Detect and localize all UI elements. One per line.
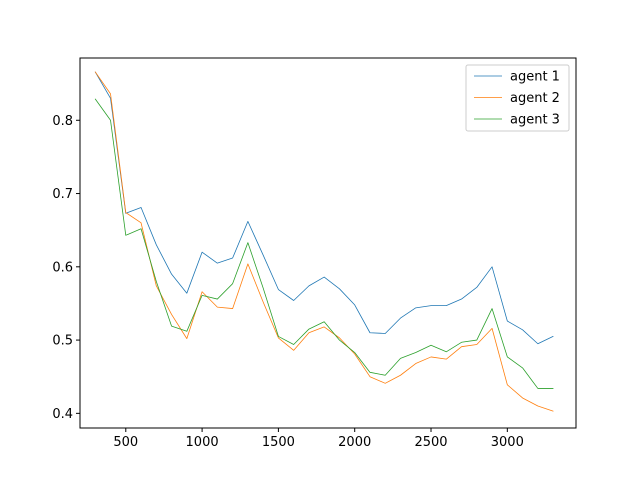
legend-frame xyxy=(465,64,570,132)
legend: agent 1 agent 2 agent 3 xyxy=(465,64,570,132)
x-axis: 500 1000 1500 2000 2500 3000 xyxy=(113,428,524,450)
x-tick-label: 3000 xyxy=(491,435,524,450)
legend-label: agent 1 xyxy=(510,70,560,85)
plot-lines xyxy=(94,71,554,412)
y-tick-label: 0.5 xyxy=(52,334,73,349)
axes-frame xyxy=(79,57,577,429)
y-tick-label: 0.8 xyxy=(52,114,73,129)
series-line-agent-2 xyxy=(94,71,554,412)
x-tick-label: 2000 xyxy=(338,435,371,450)
y-tick-label: 0.4 xyxy=(52,407,73,422)
x-tick-label: 2500 xyxy=(414,435,447,450)
series-line-agent-1 xyxy=(94,71,554,345)
y-axis: 0.4 0.5 0.6 0.7 0.8 xyxy=(52,114,80,422)
x-tick-label: 500 xyxy=(113,435,138,450)
legend-label: agent 2 xyxy=(510,91,560,106)
y-tick-label: 0.7 xyxy=(52,187,73,202)
x-tick-label: 1000 xyxy=(186,435,219,450)
x-tick-label: 1500 xyxy=(262,435,295,450)
series-line-agent-3 xyxy=(94,98,554,389)
legend-label: agent 3 xyxy=(510,113,560,128)
y-tick-label: 0.6 xyxy=(52,260,73,275)
